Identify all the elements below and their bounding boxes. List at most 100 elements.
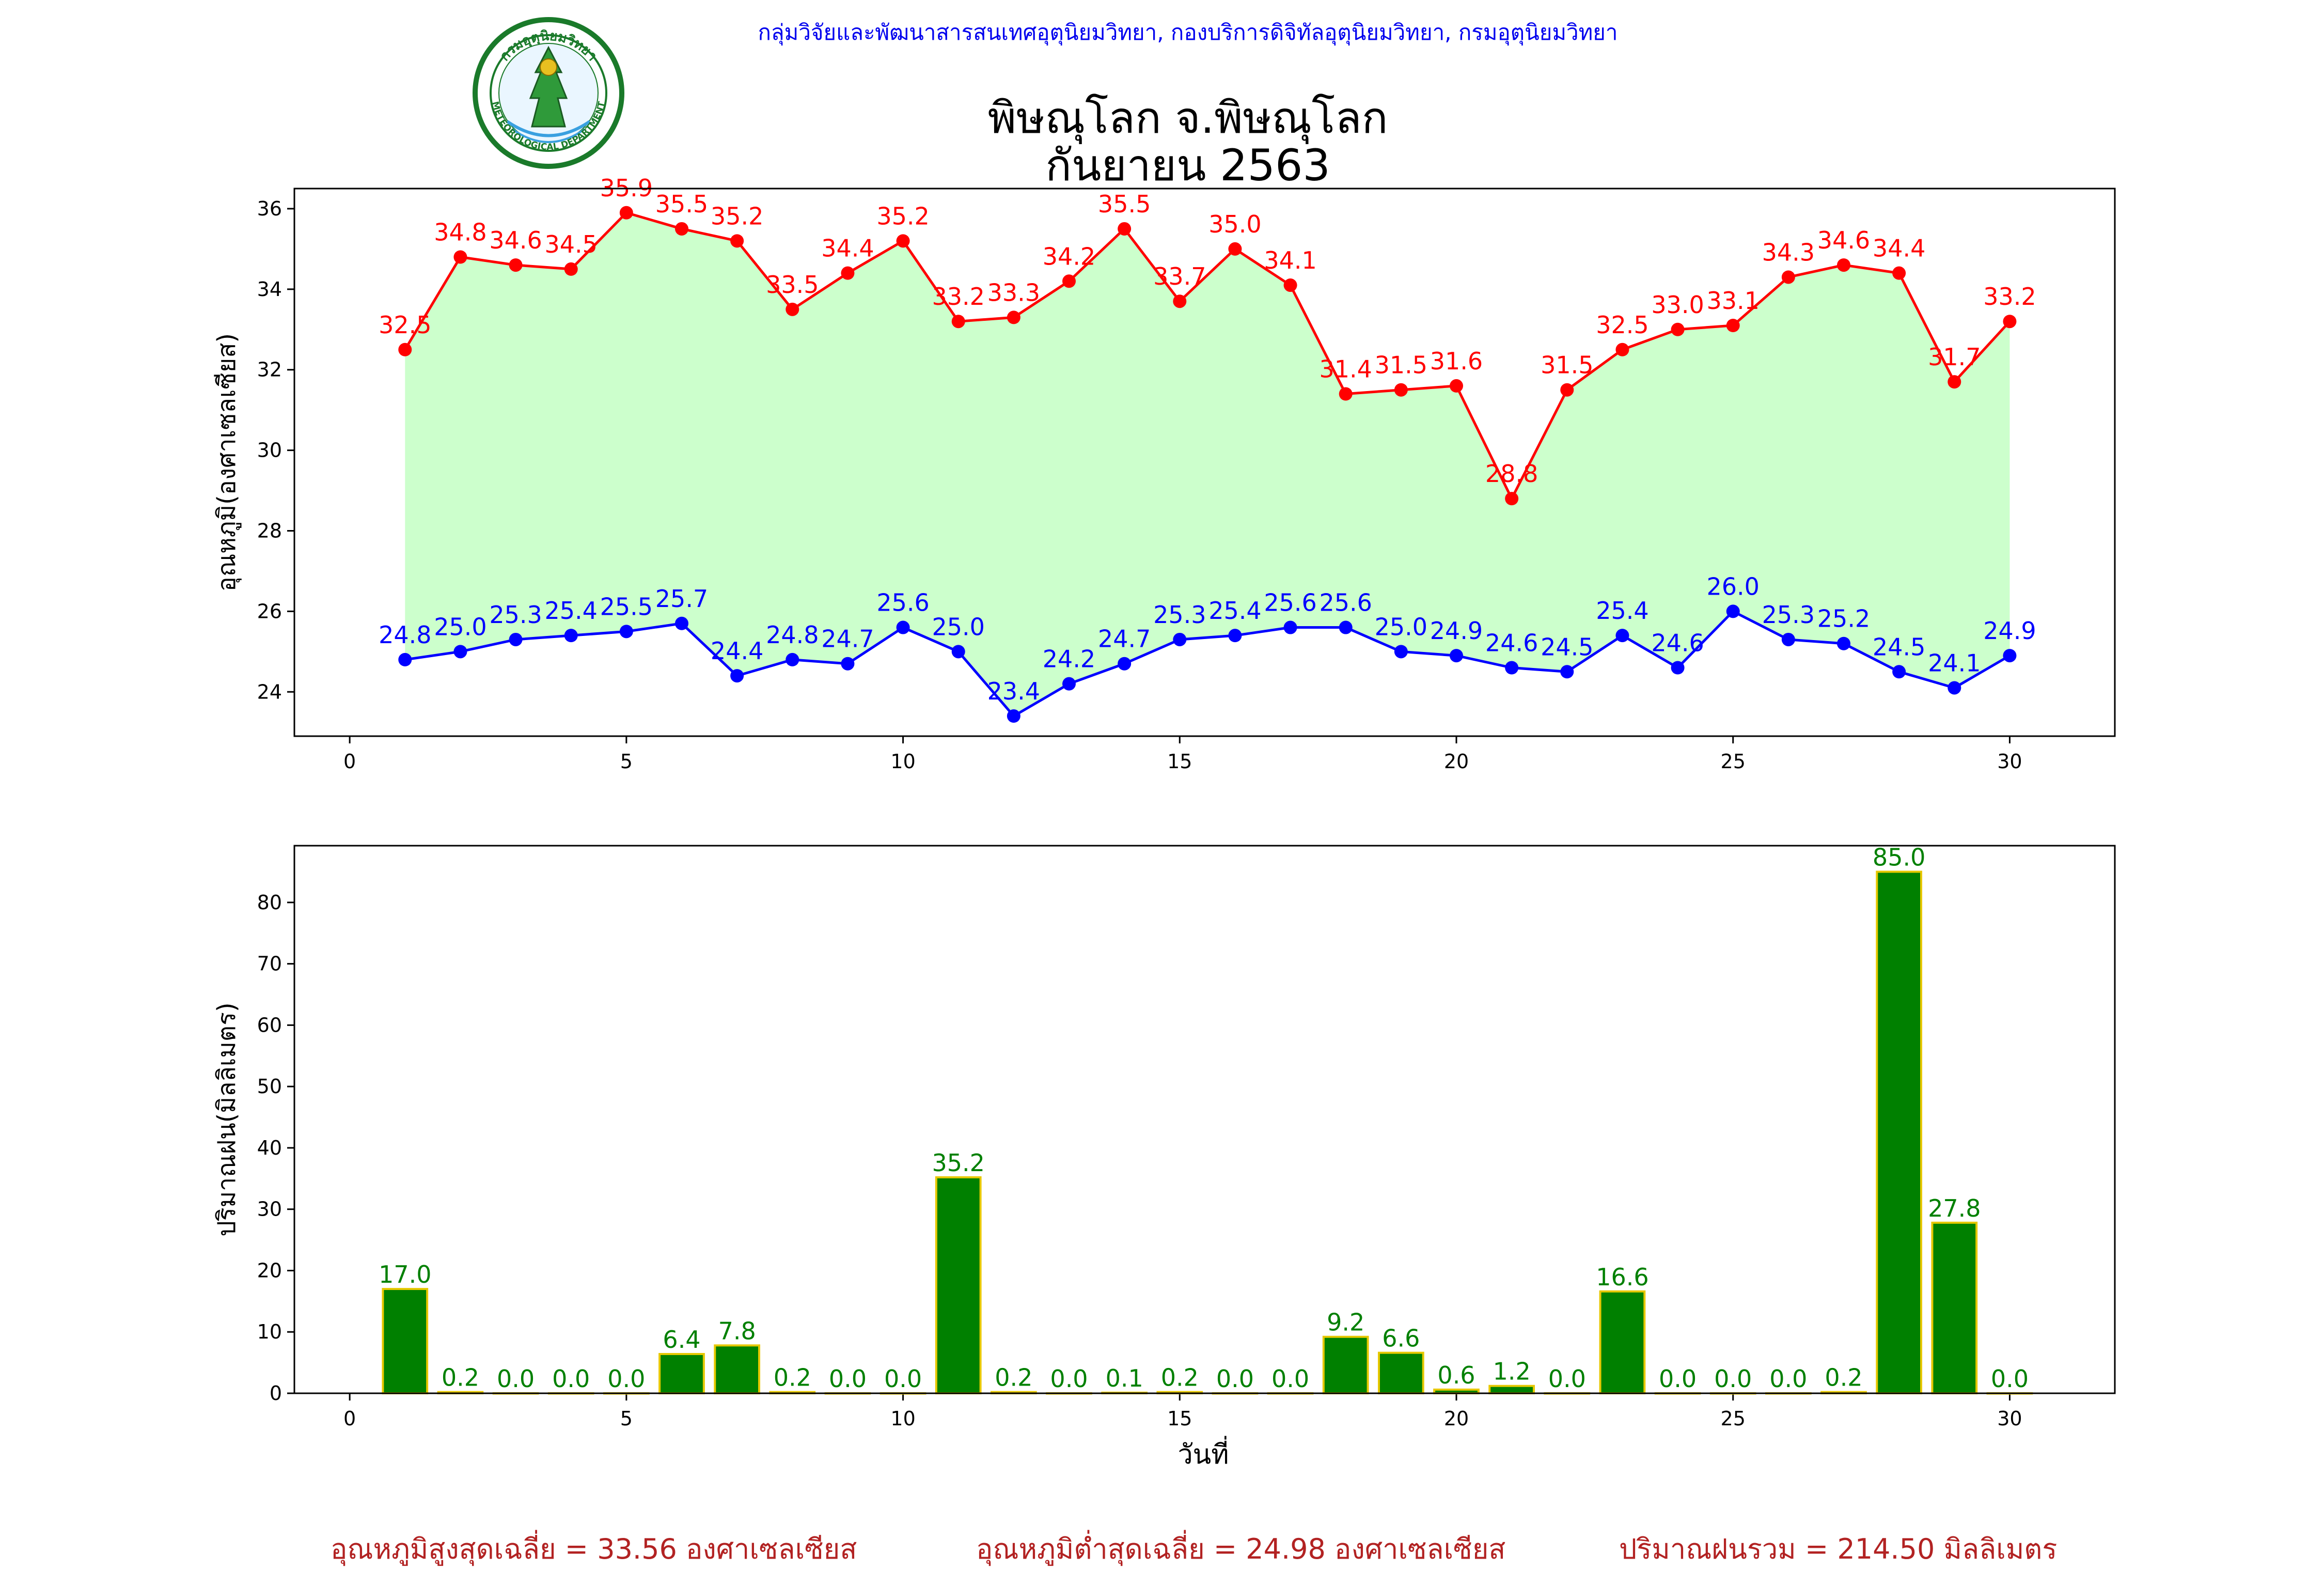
min-temperature-point	[1892, 665, 1906, 679]
max-temperature-label: 35.2	[711, 202, 763, 230]
max-temperature-label: 34.4	[821, 235, 874, 262]
min-temperature-label: 24.8	[766, 621, 819, 649]
min-temperature-line	[404, 610, 2011, 718]
min-temperature-label: 25.5	[600, 593, 653, 620]
min-temperature-point	[1118, 657, 1132, 671]
rainfall-x-tick-label: 15	[1167, 1407, 1192, 1430]
rainfall-x-tick-label: 30	[1997, 1407, 2022, 1430]
rainfall-chart: 0 5 10 15 20 25 30 0 10 20 30 40 50 60 70 80 17.0 0.2 0.0…	[212, 843, 2116, 1470]
temperature-y-tick-label: 28	[257, 520, 282, 542]
min-temperature-label: 25.7	[655, 585, 708, 613]
max-temperature-label: 31.6	[1430, 347, 1483, 375]
meteorological-department-logo: กรมอุตุนิยมวิทยา METEOROLOGICAL DEPARTME…	[471, 15, 626, 170]
rainfall-value-label: 0.2	[774, 1364, 811, 1392]
temperature-x-tick-label: 10	[890, 750, 915, 773]
min-temperature-point	[619, 625, 633, 639]
max-temperature-point	[1671, 322, 1685, 336]
min-temperature-label: 24.4	[711, 637, 763, 665]
max-temperature-label: 33.2	[932, 283, 985, 310]
min-temperature-label: 25.2	[1817, 605, 1870, 633]
max-temperature-point	[453, 250, 467, 264]
max-temperature-label: 35.2	[876, 202, 929, 230]
max-temperature-label: 34.6	[489, 226, 542, 254]
max-temperature-point	[1505, 492, 1519, 506]
max-temperature-label: 34.5	[545, 230, 598, 258]
rainfall-y-tick-label: 10	[257, 1320, 282, 1343]
max-temperature-label: 32.5	[379, 311, 431, 339]
min-temperature-label: 24.5	[1541, 633, 1593, 661]
min-temperature-point	[1615, 629, 1629, 643]
max-temperature-label: 35.5	[1098, 190, 1151, 218]
min-temperature-point	[1505, 661, 1519, 675]
max-temperature-point	[841, 266, 855, 280]
min-temperature-point	[398, 652, 412, 666]
rainfall-value-label: 0.0	[829, 1365, 867, 1393]
min-temperature-point	[1173, 632, 1187, 646]
min-temperature-label: 24.1	[1928, 649, 1981, 677]
rainfall-y-tick-label: 0	[270, 1382, 282, 1405]
max-temperature-point	[1007, 310, 1020, 324]
rainfall-value-label: 0.0	[1050, 1365, 1088, 1393]
rainfall-bar	[1378, 1351, 1424, 1395]
rainfall-value-label: 16.6	[1596, 1263, 1648, 1291]
min-temperature-point	[1228, 629, 1242, 643]
rainfall-bar	[658, 1352, 705, 1394]
temperature-y-axis-label: อุณหภูมิ(องศาเซลเซียส)	[212, 333, 242, 592]
min-temperature-label: 25.0	[932, 613, 985, 641]
min-temperature-label: 24.6	[1651, 629, 1704, 657]
max-temperature-point	[896, 234, 910, 248]
max-temperature-point	[2003, 315, 2017, 329]
rainfall-y-axis-label: ปริมาณฝน(มิลลิเมตร)	[212, 1002, 241, 1236]
max-temperature-point	[1062, 274, 1076, 288]
min-temperature-label: 23.4	[987, 677, 1040, 705]
rainfall-value-label: 7.8	[718, 1317, 756, 1345]
rainfall-bar	[935, 1176, 982, 1395]
rainfall-value-label: 17.0	[379, 1261, 431, 1288]
min-temperature-point	[509, 632, 523, 646]
min-temperature-label: 26.0	[1707, 572, 1760, 600]
max-temperature-point	[1726, 319, 1740, 332]
max-temperature-point	[1892, 266, 1906, 280]
rainfall-y-tick-label: 70	[257, 953, 282, 975]
min-temperature-point	[453, 645, 467, 659]
rainfall-value-label: 0.2	[1825, 1364, 1862, 1392]
max-temperature-label: 34.1	[1264, 246, 1316, 274]
min-temperature-label: 25.3	[1153, 601, 1206, 629]
month-title: กันยายน 2563	[1045, 140, 1330, 191]
min-temperature-label: 24.7	[1098, 625, 1151, 653]
rainfall-value-label: 9.2	[1327, 1309, 1364, 1336]
max-temperature-point	[730, 234, 744, 248]
max-temperature-label: 33.1	[1707, 287, 1760, 315]
min-temperature-point	[1450, 649, 1463, 663]
max-temperature-point	[1228, 242, 1242, 256]
min-temperature-label: 25.4	[1208, 597, 1261, 625]
rainfall-value-label: 0.0	[1271, 1365, 1309, 1393]
max-temperature-label: 33.0	[1651, 291, 1704, 319]
rainfall-value-label: 0.0	[1216, 1365, 1254, 1393]
min-temperature-label: 24.2	[1043, 645, 1095, 673]
min-temperature-label: 24.9	[1983, 617, 2036, 645]
rainfall-bar	[1322, 1335, 1369, 1394]
max-temperature-label: 31.7	[1928, 343, 1981, 371]
max-temperature-point	[1560, 383, 1574, 397]
max-temperature-point	[1283, 278, 1297, 292]
min-temperature-point	[1007, 709, 1020, 723]
min-temperature-point	[1283, 620, 1297, 634]
min-temperature-label: 24.8	[379, 621, 431, 649]
temperature-x-tick-label: 15	[1167, 750, 1192, 773]
rainfall-x-tick-label: 0	[343, 1407, 356, 1430]
rainfall-value-label: 27.8	[1928, 1194, 1981, 1222]
max-temperature-label: 31.5	[1375, 351, 1427, 379]
min-temperature-label: 24.7	[821, 625, 874, 653]
rainfall-y-tick-label: 20	[257, 1259, 282, 1282]
max-temperature-label: 28.8	[1485, 460, 1538, 488]
min-temperature-label: 25.4	[545, 597, 598, 625]
rainfall-bar	[1876, 870, 1922, 1394]
max-temperature-label: 34.6	[1817, 226, 1870, 254]
rainfall-bar	[714, 1344, 761, 1394]
max-temperature-point	[1173, 294, 1187, 308]
max-temperature-label: 33.7	[1153, 262, 1206, 290]
max-temperature-label: 34.2	[1043, 242, 1095, 270]
min-temperature-point	[1671, 661, 1685, 675]
